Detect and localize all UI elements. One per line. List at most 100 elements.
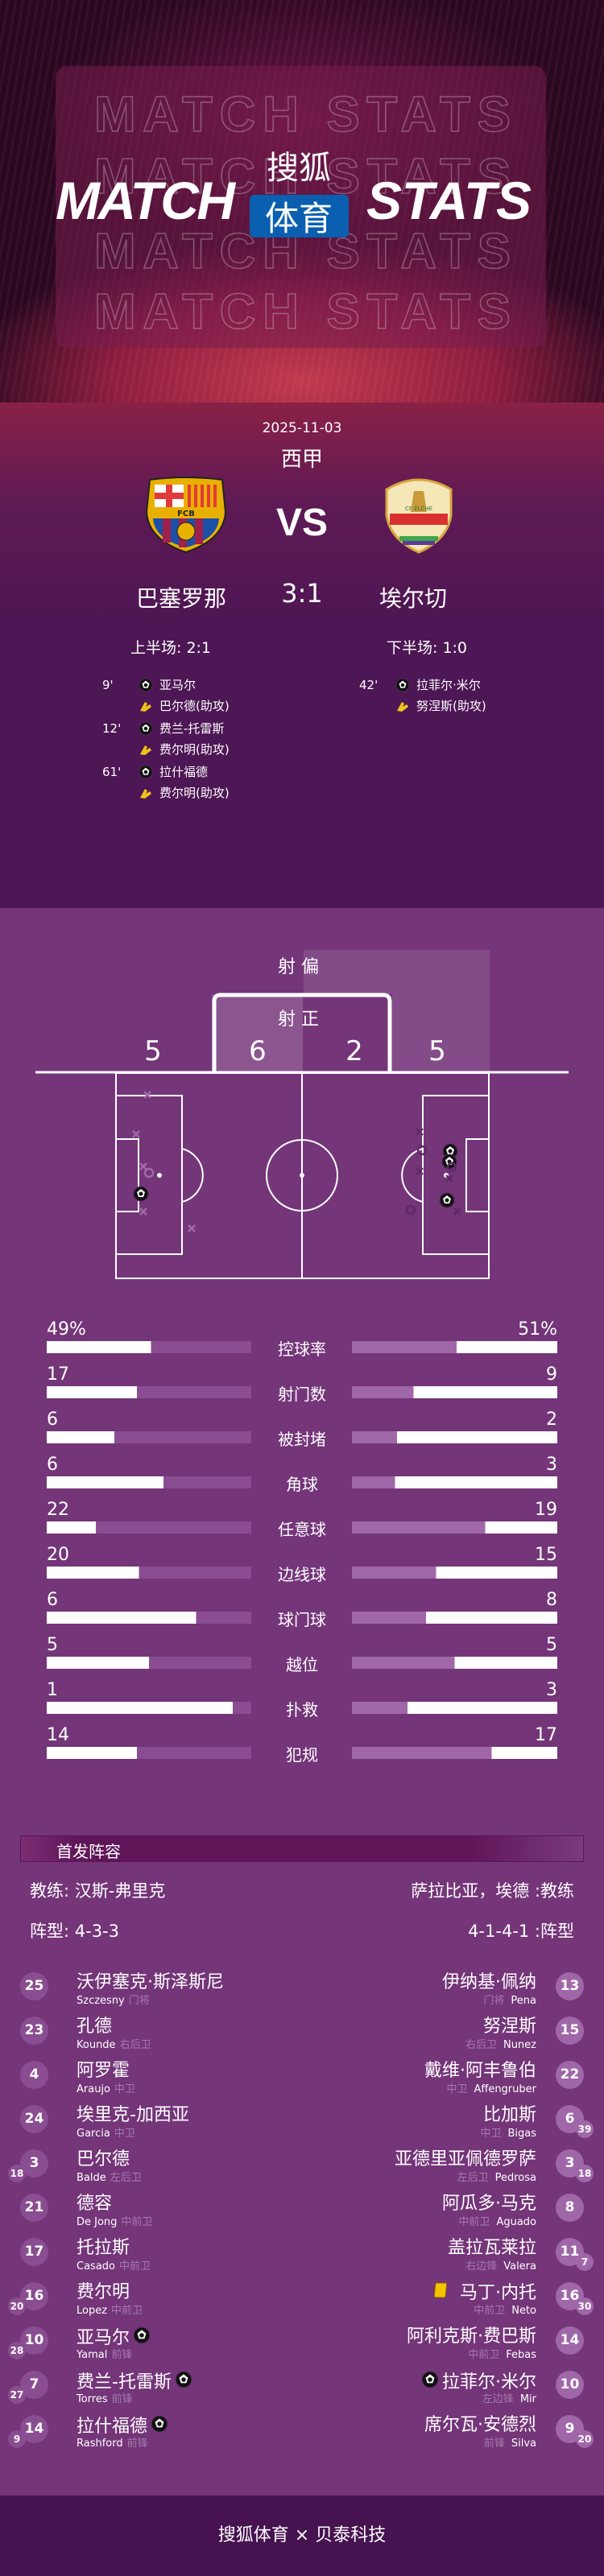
- player-name-row: 孔德: [77, 2017, 112, 2037]
- player-position: 前锋: [111, 2393, 133, 2405]
- away-stat-bar: [352, 1747, 557, 1759]
- player-meta: 中卫 Affengruber: [446, 2083, 536, 2096]
- away-stat-value: 19: [535, 1500, 557, 1520]
- second-half-score: 下半场: 1:0: [387, 639, 468, 657]
- player-english-name: Affengruber: [474, 2083, 536, 2095]
- home-stat-value: 5: [47, 1635, 58, 1655]
- stat-label: 犯规: [286, 1745, 318, 1765]
- player-english-name: Kounde: [77, 2039, 116, 2051]
- player-meta: Kounde 右后卫: [77, 2039, 151, 2052]
- goal-scorer: 拉菲尔·米尔: [416, 678, 481, 692]
- goal-assist: 努涅斯(助攻): [416, 699, 486, 713]
- goal-ball-icon: [133, 1186, 149, 1202]
- substitute-number: 20: [576, 2430, 594, 2448]
- goal-assist: 费尔明(助攻): [159, 742, 230, 757]
- brand-top: 搜狐: [267, 150, 331, 187]
- player-english-name: Araujo: [77, 2083, 111, 2095]
- away-stat-bar: [352, 1567, 557, 1579]
- player-number: 9: [556, 2415, 584, 2443]
- shot-miss-marker: [188, 1224, 196, 1232]
- yellow-card-icon: [433, 2282, 449, 2304]
- away-formation: 4-1-4-1 :阵型: [468, 1922, 574, 1941]
- player-meta: 右后卫 Nunez: [465, 2039, 536, 2052]
- away-stat-bar: [352, 1341, 557, 1353]
- match-summary: [0, 402, 604, 908]
- goal-minute: 42': [359, 678, 379, 692]
- player-meta: Yamal 前锋: [77, 2349, 132, 2362]
- player-position: 门将: [483, 1995, 505, 2007]
- player-position: 中卫: [114, 2083, 136, 2095]
- player-number: 23: [20, 2017, 48, 2045]
- lineup-header: 首发阵容: [20, 1835, 584, 1862]
- player-name-row: 阿利克斯·费巴斯: [407, 2326, 536, 2347]
- player-number: 14: [20, 2415, 48, 2443]
- shot-map: [35, 950, 569, 1279]
- player-name: 沃伊塞克·斯泽斯尼: [77, 1972, 224, 1992]
- player-english-name: De Jong: [77, 2216, 118, 2228]
- goal-event: 42' 拉菲尔·米尔: [359, 676, 481, 694]
- player-name: 阿利克斯·费巴斯: [407, 2326, 536, 2347]
- player-position: 前锋: [111, 2349, 133, 2361]
- player-english-name: Silva: [511, 2438, 536, 2450]
- away-stat-bar: [352, 1521, 557, 1534]
- player-number: 24: [20, 2105, 48, 2133]
- stat-label: 控球率: [278, 1340, 326, 1359]
- lineup-title: 首发阵容: [56, 1842, 121, 1861]
- goal-ball-icon: [421, 2371, 439, 2394]
- away-stat-value: 15: [535, 1545, 557, 1565]
- player-name: 马丁·内托: [460, 2282, 536, 2303]
- player-name-row: 努涅斯: [483, 2017, 536, 2037]
- away-stat-value: 5: [546, 1635, 557, 1655]
- home-stat-value: 49%: [47, 1319, 86, 1340]
- player-name: 阿瓜多·马克: [442, 2194, 536, 2214]
- match-date: 2025-11-03: [262, 420, 342, 436]
- player-name: 费兰-托雷斯: [77, 2372, 172, 2392]
- away-stat-value: 17: [535, 1725, 557, 1745]
- player-meta: 前锋 Silva: [484, 2438, 536, 2450]
- player-name-row: 拉什福德: [77, 2415, 168, 2438]
- goal-ball-icon: [439, 1192, 455, 1208]
- player-english-name: Valera: [503, 2260, 536, 2273]
- shot-miss-marker: [139, 1162, 147, 1170]
- player-name: 阿罗霍: [77, 2061, 130, 2081]
- goal-event: 61' 拉什福德: [102, 763, 208, 781]
- player-name: 伊纳基·佩纳: [442, 1972, 536, 1992]
- player-english-name: Neto: [511, 2305, 536, 2317]
- shot-blocked-marker: [416, 1145, 428, 1156]
- player-meta: 中前卫 Febas: [468, 2349, 536, 2362]
- substitute-number: 7: [576, 2253, 594, 2271]
- substitute-number: 20: [8, 2297, 26, 2315]
- vs-label: VS: [275, 502, 329, 544]
- shot-miss-marker: [445, 1174, 453, 1183]
- home-coach: 教练: 汉斯-弗里克: [30, 1881, 166, 1901]
- player-meta: 中前卫 Aguado: [458, 2216, 536, 2229]
- player-name-row: 盖拉瓦莱拉: [448, 2238, 536, 2259]
- player-name: 拉菲尔·米尔: [442, 2372, 536, 2392]
- home-stat-value: 17: [47, 1364, 69, 1385]
- player-position: 右后卫: [465, 2039, 497, 2051]
- player-name: 席尔瓦·安德烈: [424, 2415, 536, 2435]
- player-position: 左后卫: [110, 2172, 142, 2184]
- away-coach: 萨拉比亚，埃德 :教练: [411, 1881, 574, 1901]
- player-meta: 门将 Pena: [483, 1995, 536, 2008]
- stat-label: 边线球: [278, 1565, 326, 1584]
- brand-box: [250, 195, 349, 237]
- goal-ball-icon: [139, 678, 159, 692]
- player-position: 中前卫: [458, 2216, 490, 2228]
- assist-event: 努涅斯(助攻): [395, 697, 486, 715]
- player-english-name: Szczesny: [77, 1995, 125, 2007]
- shot-miss-marker: [143, 1091, 151, 1099]
- player-name: 德容: [77, 2194, 113, 2214]
- player-position: 中前卫: [121, 2216, 153, 2228]
- player-english-name: Bigas: [507, 2128, 536, 2140]
- shot-miss-marker: [416, 1167, 424, 1175]
- player-name-row: 拉菲尔·米尔: [421, 2371, 536, 2394]
- player-name: 拉什福德: [77, 2416, 148, 2437]
- player-number: 22: [556, 2061, 584, 2089]
- player-meta: 左后卫 Pedrosa: [457, 2172, 536, 2185]
- player-name-row: 沃伊塞克·斯泽斯尼: [77, 1972, 224, 1993]
- shot-miss-marker: [453, 1208, 461, 1216]
- home-stat-bar: [47, 1702, 251, 1714]
- player-english-name: Febas: [506, 2349, 536, 2361]
- stat-label: 越位: [286, 1655, 318, 1674]
